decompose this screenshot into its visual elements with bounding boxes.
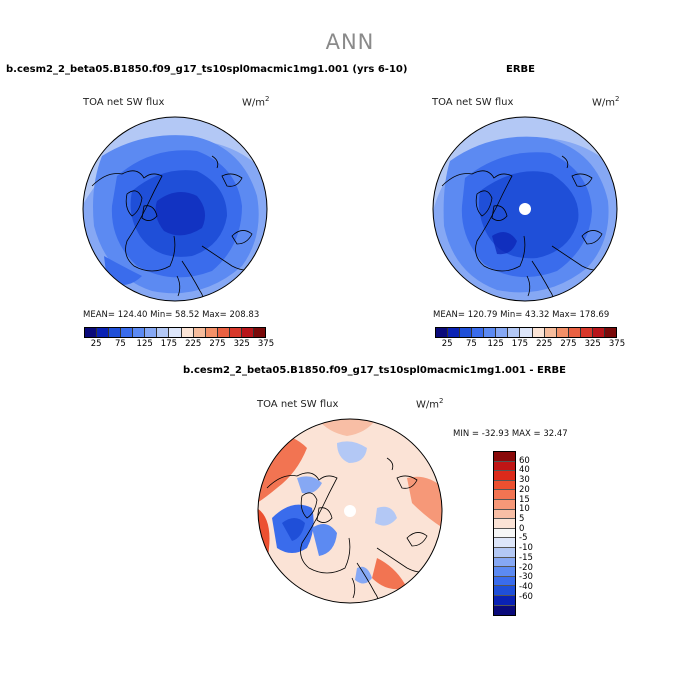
diff-variable-label: TOA net SW flux: [257, 399, 339, 410]
colorbar-swatch: [205, 328, 218, 337]
colorbar-swatch: [494, 605, 515, 616]
model-stats: MEAN= 124.40 Min= 58.52 Max= 208.83: [83, 310, 260, 320]
colorbar-tick-label: 225: [185, 339, 202, 349]
obs-colorbar: [435, 327, 617, 338]
colorbar-swatch: [448, 328, 461, 337]
model-colorbar-labels: 25 75 125 175 225 275 325 375: [84, 339, 274, 351]
colorbar-swatch: [85, 328, 98, 337]
colorbar-tick-label: -10: [519, 543, 533, 554]
colorbar-tick-label: 75: [114, 339, 126, 349]
colorbar-swatch: [494, 528, 515, 539]
colorbar-tick-label: 225: [536, 339, 553, 349]
obs-stats: MEAN= 120.79 Min= 43.32 Max= 178.69: [433, 310, 610, 320]
colorbar-tick-label: 40: [519, 465, 530, 476]
colorbar-tick-label: -20: [519, 562, 533, 573]
colorbar-swatch: [556, 328, 569, 337]
colorbar-tick-label: 125: [487, 339, 504, 349]
colorbar-tick-label: -60: [519, 591, 533, 602]
colorbar-tick-label: -15: [519, 552, 533, 563]
colorbar-tick-label: 175: [511, 339, 529, 349]
colorbar-swatch: [109, 328, 122, 337]
colorbar-swatch: [494, 490, 515, 500]
model-units: W/m2: [242, 95, 270, 109]
colorbar-tick-label: 175: [160, 339, 178, 349]
model-variable-label: TOA net SW flux: [83, 97, 165, 108]
colorbar-tick-label: 25: [90, 339, 102, 349]
colorbar-swatch: [494, 471, 515, 481]
colorbar-swatch: [532, 328, 545, 337]
colorbar-tick-label: 325: [584, 339, 601, 349]
colorbar-swatch: [494, 538, 515, 548]
colorbar-tick-label: 325: [233, 339, 250, 349]
diff-panel-title: b.cesm2_2_beta05.B1850.f09_g17_ts10spl0m…: [183, 365, 567, 376]
colorbar-swatch: [193, 328, 206, 337]
colorbar-tick-label: 75: [465, 339, 477, 349]
colorbar-swatch: [494, 461, 515, 472]
colorbar-swatch: [580, 328, 593, 337]
model-panel-title: b.cesm2_2_beta05.B1850.f09_g17_ts10spl0m…: [6, 64, 408, 75]
obs-colorbar-labels: 25 75 125 175 225 275 325 375: [435, 339, 625, 351]
colorbar-swatch: [494, 586, 515, 596]
colorbar-tick-label: 10: [519, 504, 530, 515]
colorbar-tick-label: -5: [519, 533, 528, 544]
colorbar-tick-label: 15: [519, 494, 530, 505]
obs-variable-label: TOA net SW flux: [432, 97, 514, 108]
obs-polar-map: [432, 116, 618, 302]
diff-colorbar: [493, 451, 516, 617]
colorbar-swatch: [508, 328, 521, 337]
colorbar-swatch: [494, 452, 515, 462]
colorbar-tick-label: 125: [136, 339, 153, 349]
colorbar-swatch: [494, 499, 515, 510]
colorbar-swatch: [217, 328, 230, 337]
colorbar-swatch: [544, 328, 557, 337]
colorbar-swatch: [494, 509, 515, 520]
model-colorbar: [84, 327, 266, 338]
colorbar-swatch: [229, 328, 242, 337]
colorbar-tick-label: 275: [209, 339, 226, 349]
colorbar-tick-label: 60: [519, 455, 530, 466]
colorbar-tick-label: 375: [257, 339, 275, 349]
diff-stats: MIN = -32.93 MAX = 32.47: [453, 429, 568, 439]
colorbar-tick-label: -40: [519, 581, 533, 592]
colorbar-tick-label: -30: [519, 572, 533, 583]
colorbar-swatch: [97, 328, 110, 337]
colorbar-swatch: [494, 519, 515, 529]
colorbar-swatch: [494, 567, 515, 577]
colorbar-swatch: [496, 328, 509, 337]
obs-panel-title: ERBE: [506, 64, 535, 75]
colorbar-swatch: [436, 328, 449, 337]
colorbar-swatch: [494, 480, 515, 491]
colorbar-tick-label: 20: [519, 484, 530, 495]
colorbar-tick-label: 30: [519, 475, 530, 486]
colorbar-tick-label: 0: [519, 523, 525, 534]
colorbar-swatch: [520, 328, 533, 337]
colorbar-swatch: [133, 328, 146, 337]
colorbar-swatch: [121, 328, 134, 337]
colorbar-tick-label: 375: [608, 339, 626, 349]
colorbar-swatch: [181, 328, 194, 337]
model-polar-map: [82, 116, 268, 302]
colorbar-tick-label: 275: [560, 339, 577, 349]
colorbar-swatch: [169, 328, 182, 337]
colorbar-swatch: [592, 328, 605, 337]
colorbar-swatch: [568, 328, 581, 337]
diff-polar-map: [257, 418, 443, 604]
colorbar-swatch: [484, 328, 497, 337]
colorbar-swatch: [604, 328, 616, 337]
colorbar-swatch: [253, 328, 265, 337]
colorbar-swatch: [157, 328, 170, 337]
obs-units: W/m2: [592, 95, 620, 109]
colorbar-swatch: [472, 328, 485, 337]
diff-units: W/m2: [416, 397, 444, 411]
colorbar-swatch: [241, 328, 254, 337]
colorbar-swatch: [145, 328, 158, 337]
page-title: ANN: [325, 30, 375, 54]
colorbar-swatch: [494, 595, 515, 606]
colorbar-swatch: [494, 576, 515, 587]
colorbar-tick-label: 5: [519, 513, 525, 524]
colorbar-swatch: [494, 557, 515, 568]
colorbar-tick-label: 25: [441, 339, 453, 349]
colorbar-swatch: [460, 328, 473, 337]
colorbar-swatch: [494, 547, 515, 558]
